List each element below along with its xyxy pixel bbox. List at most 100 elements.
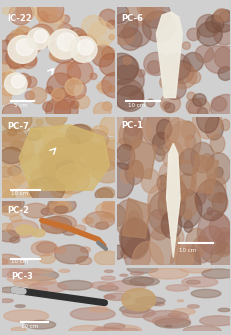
Circle shape (210, 96, 226, 111)
Circle shape (213, 46, 231, 69)
Circle shape (101, 47, 115, 60)
Circle shape (103, 295, 115, 298)
Circle shape (146, 99, 154, 107)
Circle shape (101, 72, 128, 98)
Circle shape (148, 268, 188, 279)
Circle shape (65, 38, 82, 54)
Circle shape (1, 73, 14, 85)
Circle shape (184, 135, 195, 149)
Circle shape (36, 120, 43, 125)
Circle shape (37, 11, 48, 21)
Circle shape (2, 104, 21, 122)
Text: 5 cm: 5 cm (14, 103, 27, 108)
Circle shape (23, 276, 56, 285)
Circle shape (122, 57, 131, 65)
Circle shape (216, 193, 224, 203)
Circle shape (186, 28, 199, 41)
Circle shape (121, 222, 149, 259)
Circle shape (45, 35, 52, 42)
Text: 10 cm: 10 cm (128, 103, 145, 108)
Circle shape (8, 166, 21, 176)
Circle shape (206, 207, 212, 215)
Circle shape (1, 205, 21, 216)
Circle shape (0, 195, 24, 212)
Circle shape (20, 32, 43, 54)
Circle shape (64, 28, 86, 49)
Circle shape (95, 202, 124, 218)
Circle shape (7, 220, 38, 238)
Circle shape (163, 78, 185, 99)
Circle shape (11, 75, 25, 88)
Circle shape (89, 307, 109, 312)
Circle shape (172, 160, 195, 192)
Circle shape (73, 140, 95, 156)
Circle shape (6, 34, 21, 47)
Circle shape (217, 308, 229, 312)
Circle shape (200, 154, 212, 170)
Circle shape (87, 148, 119, 172)
Circle shape (63, 227, 76, 236)
Circle shape (126, 218, 138, 234)
Text: PC-3: PC-3 (11, 272, 33, 281)
Circle shape (0, 230, 19, 242)
Circle shape (9, 60, 19, 69)
Circle shape (5, 73, 27, 94)
Circle shape (0, 114, 27, 141)
Circle shape (119, 218, 149, 258)
Circle shape (180, 192, 187, 201)
Circle shape (48, 197, 76, 213)
Circle shape (0, 88, 11, 105)
Circle shape (0, 299, 13, 303)
Circle shape (114, 111, 142, 147)
Circle shape (31, 267, 52, 273)
Circle shape (170, 243, 200, 282)
Circle shape (97, 285, 118, 291)
Circle shape (0, 72, 21, 96)
Circle shape (205, 15, 223, 32)
Circle shape (109, 205, 125, 226)
Circle shape (56, 164, 85, 185)
Circle shape (66, 63, 73, 69)
Circle shape (14, 27, 36, 48)
Circle shape (46, 86, 53, 93)
Circle shape (61, 15, 69, 23)
Circle shape (96, 84, 102, 89)
Circle shape (46, 203, 67, 214)
Circle shape (69, 326, 106, 335)
Circle shape (196, 104, 218, 133)
Circle shape (210, 134, 224, 153)
Circle shape (123, 124, 142, 148)
Circle shape (30, 177, 64, 203)
Circle shape (64, 225, 73, 230)
Circle shape (0, 40, 12, 51)
Circle shape (172, 190, 201, 228)
Circle shape (102, 102, 111, 111)
Circle shape (170, 64, 196, 88)
Circle shape (72, 34, 96, 57)
Circle shape (203, 174, 225, 202)
Circle shape (30, 126, 47, 138)
Circle shape (31, 169, 55, 186)
Circle shape (111, 79, 143, 109)
Circle shape (178, 149, 199, 176)
Circle shape (124, 238, 150, 272)
Circle shape (187, 305, 198, 308)
Circle shape (7, 271, 34, 278)
Circle shape (213, 9, 227, 22)
Circle shape (50, 181, 74, 198)
Circle shape (192, 100, 221, 139)
Circle shape (148, 225, 179, 266)
Circle shape (66, 39, 71, 44)
Circle shape (71, 50, 86, 64)
Text: 10 cm: 10 cm (20, 324, 38, 329)
Circle shape (122, 277, 153, 285)
Circle shape (41, 218, 68, 233)
Circle shape (0, 0, 15, 14)
Circle shape (6, 47, 27, 68)
Circle shape (45, 138, 80, 163)
Circle shape (70, 308, 115, 320)
Circle shape (43, 102, 53, 112)
Circle shape (95, 222, 108, 229)
Circle shape (7, 72, 14, 79)
Circle shape (130, 271, 143, 275)
